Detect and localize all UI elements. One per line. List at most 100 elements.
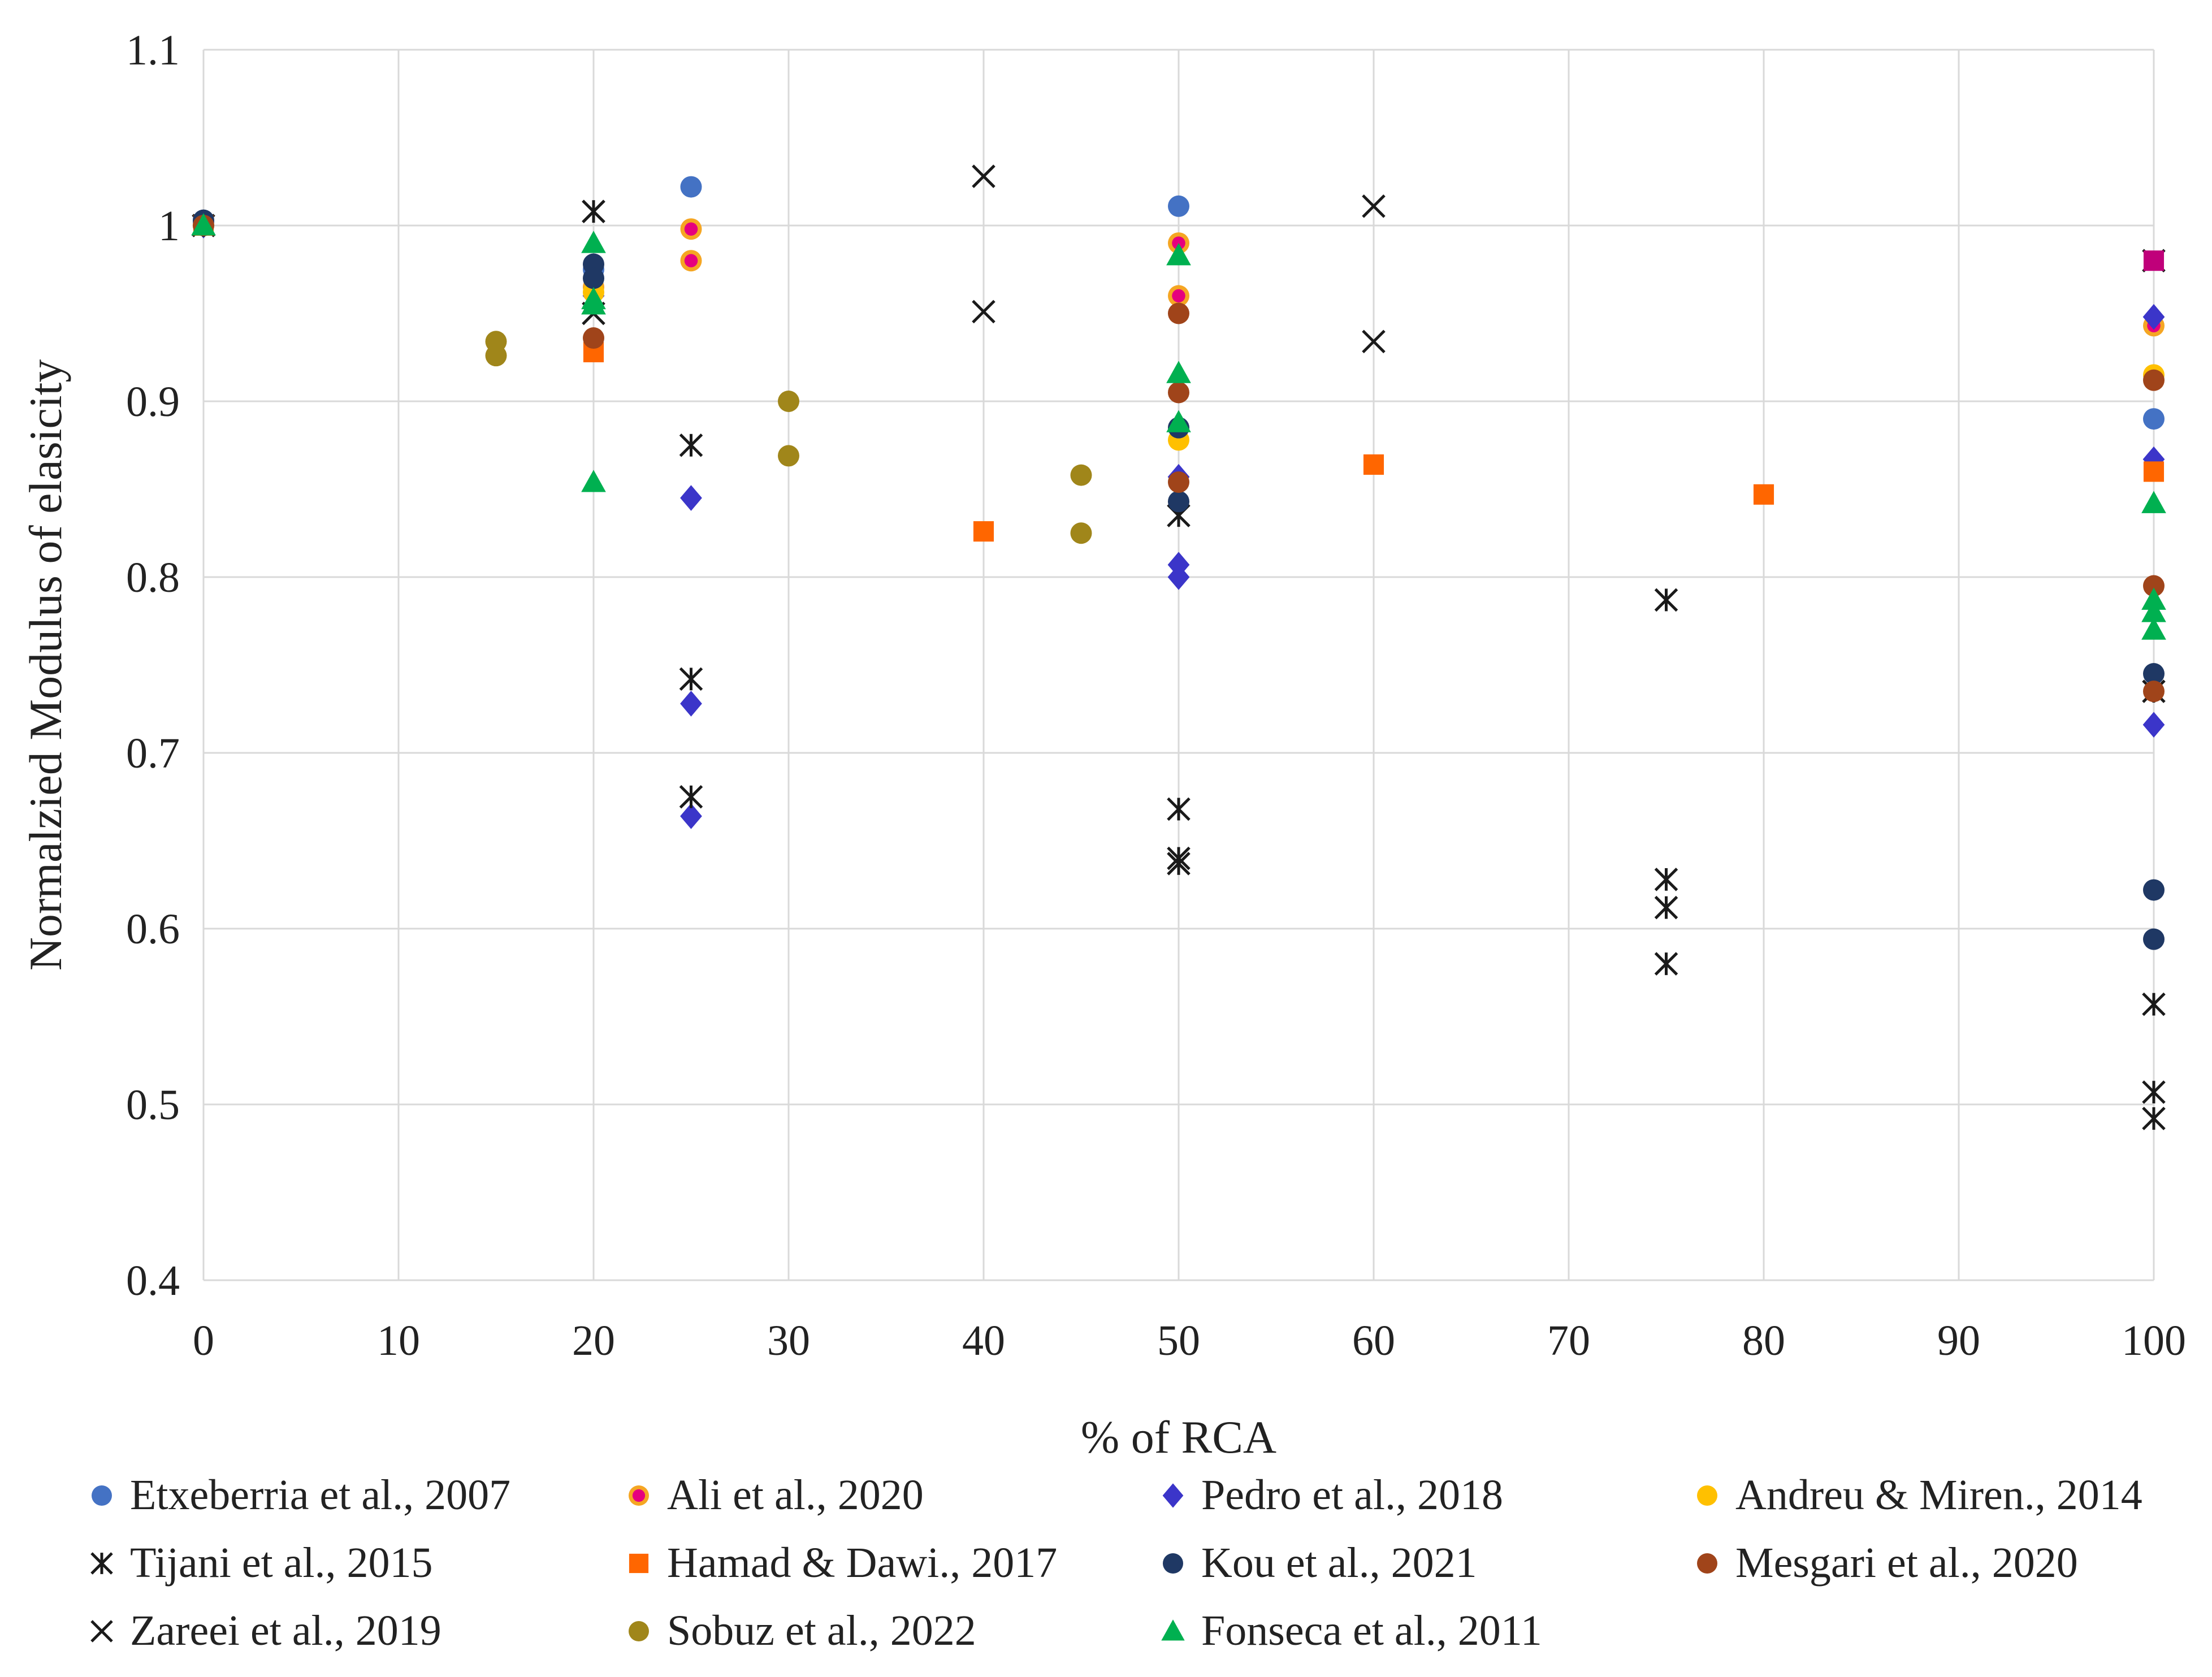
legend-marker — [1163, 1553, 1183, 1574]
data-point-series-7 — [1168, 471, 1189, 493]
data-point-series-9 — [778, 445, 799, 467]
legend-item: Kou et al., 2021 — [1163, 1539, 1477, 1587]
legend-label: Tijani et al., 2015 — [130, 1539, 433, 1587]
legend-label: Kou et al., 2021 — [1201, 1539, 1477, 1587]
y-tick-label: 1.1 — [126, 27, 180, 74]
legend-item: Fonseca et al., 2011 — [1161, 1607, 1542, 1654]
data-point-series-5 — [1363, 454, 1384, 475]
y-tick-label: 0.7 — [126, 730, 180, 777]
data-point-series-10 — [191, 213, 216, 236]
legend-marker — [90, 1552, 113, 1575]
data-point-series-4 — [2142, 1107, 2166, 1130]
x-tick-label: 0 — [193, 1317, 214, 1364]
y-tick-label: 0.8 — [126, 554, 180, 601]
data-point-series-10 — [1166, 410, 1191, 432]
data-point-series-8 — [1362, 194, 1386, 218]
data-point-series-2 — [2142, 712, 2165, 738]
data-point-series-7 — [583, 327, 604, 349]
x-axis-title: % of RCA — [1081, 1411, 1276, 1463]
data-point-series-4 — [2142, 992, 2166, 1016]
y-tick-label: 0.9 — [126, 378, 180, 426]
legend-marker — [1697, 1553, 1717, 1574]
legend: Etxeberria et al., 2007 Ali et al., 2020 P… — [90, 1471, 2142, 1654]
data-point-series-2 — [680, 803, 702, 829]
data-point-series-8 — [582, 200, 605, 223]
y-tick-label: 0.5 — [126, 1081, 180, 1129]
data-point-series-10 — [1166, 361, 1191, 383]
data-point-series-6 — [583, 267, 604, 289]
legend-item: Zareei et al., 2019 — [90, 1607, 441, 1654]
data-point-series-9 — [485, 345, 507, 367]
y-tick-label: 0.4 — [126, 1257, 180, 1305]
data-point-series-4 — [1167, 852, 1191, 876]
data-point-series-6 — [2143, 663, 2165, 685]
x-tick-label: 100 — [2122, 1317, 2186, 1364]
y-tick-label: 1 — [158, 202, 180, 250]
data-point-series-6 — [1168, 491, 1189, 513]
legend-item: Etxeberria et al., 2007 — [92, 1471, 510, 1519]
legend-item: Pedro et al., 2018 — [1162, 1471, 1503, 1519]
data-point-series-7 — [2143, 681, 2165, 703]
legend-item: Andreu & Miren., 2014 — [1697, 1471, 2142, 1519]
y-tick-label: 0.6 — [126, 905, 180, 953]
data-point-series-4 — [1654, 952, 1678, 976]
legend-item: Sobuz et al., 2022 — [629, 1607, 976, 1654]
data-point-series-4 — [1654, 868, 1678, 891]
data-point-series-9 — [1070, 464, 1092, 486]
data-point-series-2 — [680, 485, 702, 511]
data-point-series-5 — [973, 521, 994, 542]
data-point-series-8 — [972, 164, 995, 188]
legend-marker — [90, 1620, 113, 1643]
data-point-series-10 — [2141, 491, 2166, 513]
data-point-series-10 — [2141, 600, 2166, 622]
data-point-series-10 — [581, 470, 606, 492]
x-tick-label: 40 — [962, 1317, 1005, 1364]
data-point-series-8 — [1362, 330, 1386, 354]
data-point-series-2 — [2142, 446, 2165, 473]
data-point-series-4 — [679, 433, 703, 457]
legend-item: Mesgari et al., 2020 — [1697, 1539, 2078, 1587]
legend-label: Mesgari et al., 2020 — [1735, 1539, 2078, 1587]
data-point-series-7 — [2143, 575, 2165, 597]
x-tick-label: 70 — [1547, 1317, 1590, 1364]
legend-item: Ali et al., 2020 — [629, 1471, 924, 1519]
legend-label: Ali et al., 2020 — [667, 1471, 924, 1519]
data-point-series-4 — [679, 667, 703, 691]
legend-item: Hamad & Dawi., 2017 — [629, 1539, 1057, 1587]
legend-marker — [629, 1485, 649, 1506]
x-tick-label: 30 — [767, 1317, 810, 1364]
legend-label: Fonseca et al., 2011 — [1201, 1607, 1542, 1654]
data-point-series-8 — [972, 300, 995, 324]
legend-marker — [1162, 1483, 1184, 1508]
data-point-series-2 — [1167, 564, 1190, 590]
data-point-series-7 — [1168, 302, 1189, 324]
data-point-series-7 — [2143, 369, 2165, 391]
x-tick-label: 50 — [1157, 1317, 1200, 1364]
data-point-series-5 — [1753, 484, 1774, 505]
y-axis-title: Normalzied Modulus of elasicity — [20, 359, 71, 971]
legend-label: Pedro et al., 2018 — [1201, 1471, 1503, 1519]
legend-marker — [629, 1553, 649, 1574]
data-point-series-10 — [2141, 587, 2166, 610]
data-point-series-1 — [680, 250, 702, 272]
data-point-series-7 — [1168, 382, 1189, 404]
data-point-series-1 — [680, 218, 702, 240]
legend-item: Tijani et al., 2015 — [90, 1539, 433, 1587]
x-tick-label: 60 — [1352, 1317, 1395, 1364]
data-point-series-10 — [581, 292, 606, 315]
data-point-series-11 — [2143, 250, 2165, 271]
legend-label: Andreu & Miren., 2014 — [1735, 1471, 2142, 1519]
data-point-series-9 — [1070, 522, 1092, 544]
data-point-series-6 — [2143, 879, 2165, 901]
data-point-series-4 — [1654, 588, 1678, 612]
legend-marker — [629, 1621, 649, 1641]
legend-label: Hamad & Dawi., 2017 — [667, 1539, 1057, 1587]
axis-layer: 0 10 20 30 40 50 60 70 80 90 100 0.4 0.5 0.6 0.7 0.8 0.9… — [126, 27, 2186, 1364]
data-point-series-2 — [680, 691, 702, 717]
x-tick-label: 20 — [572, 1317, 615, 1364]
legend-label: Etxeberria et al., 2007 — [130, 1471, 510, 1519]
legend-label: Sobuz et al., 2022 — [667, 1607, 976, 1654]
legend-label: Zareei et al., 2019 — [130, 1607, 441, 1654]
